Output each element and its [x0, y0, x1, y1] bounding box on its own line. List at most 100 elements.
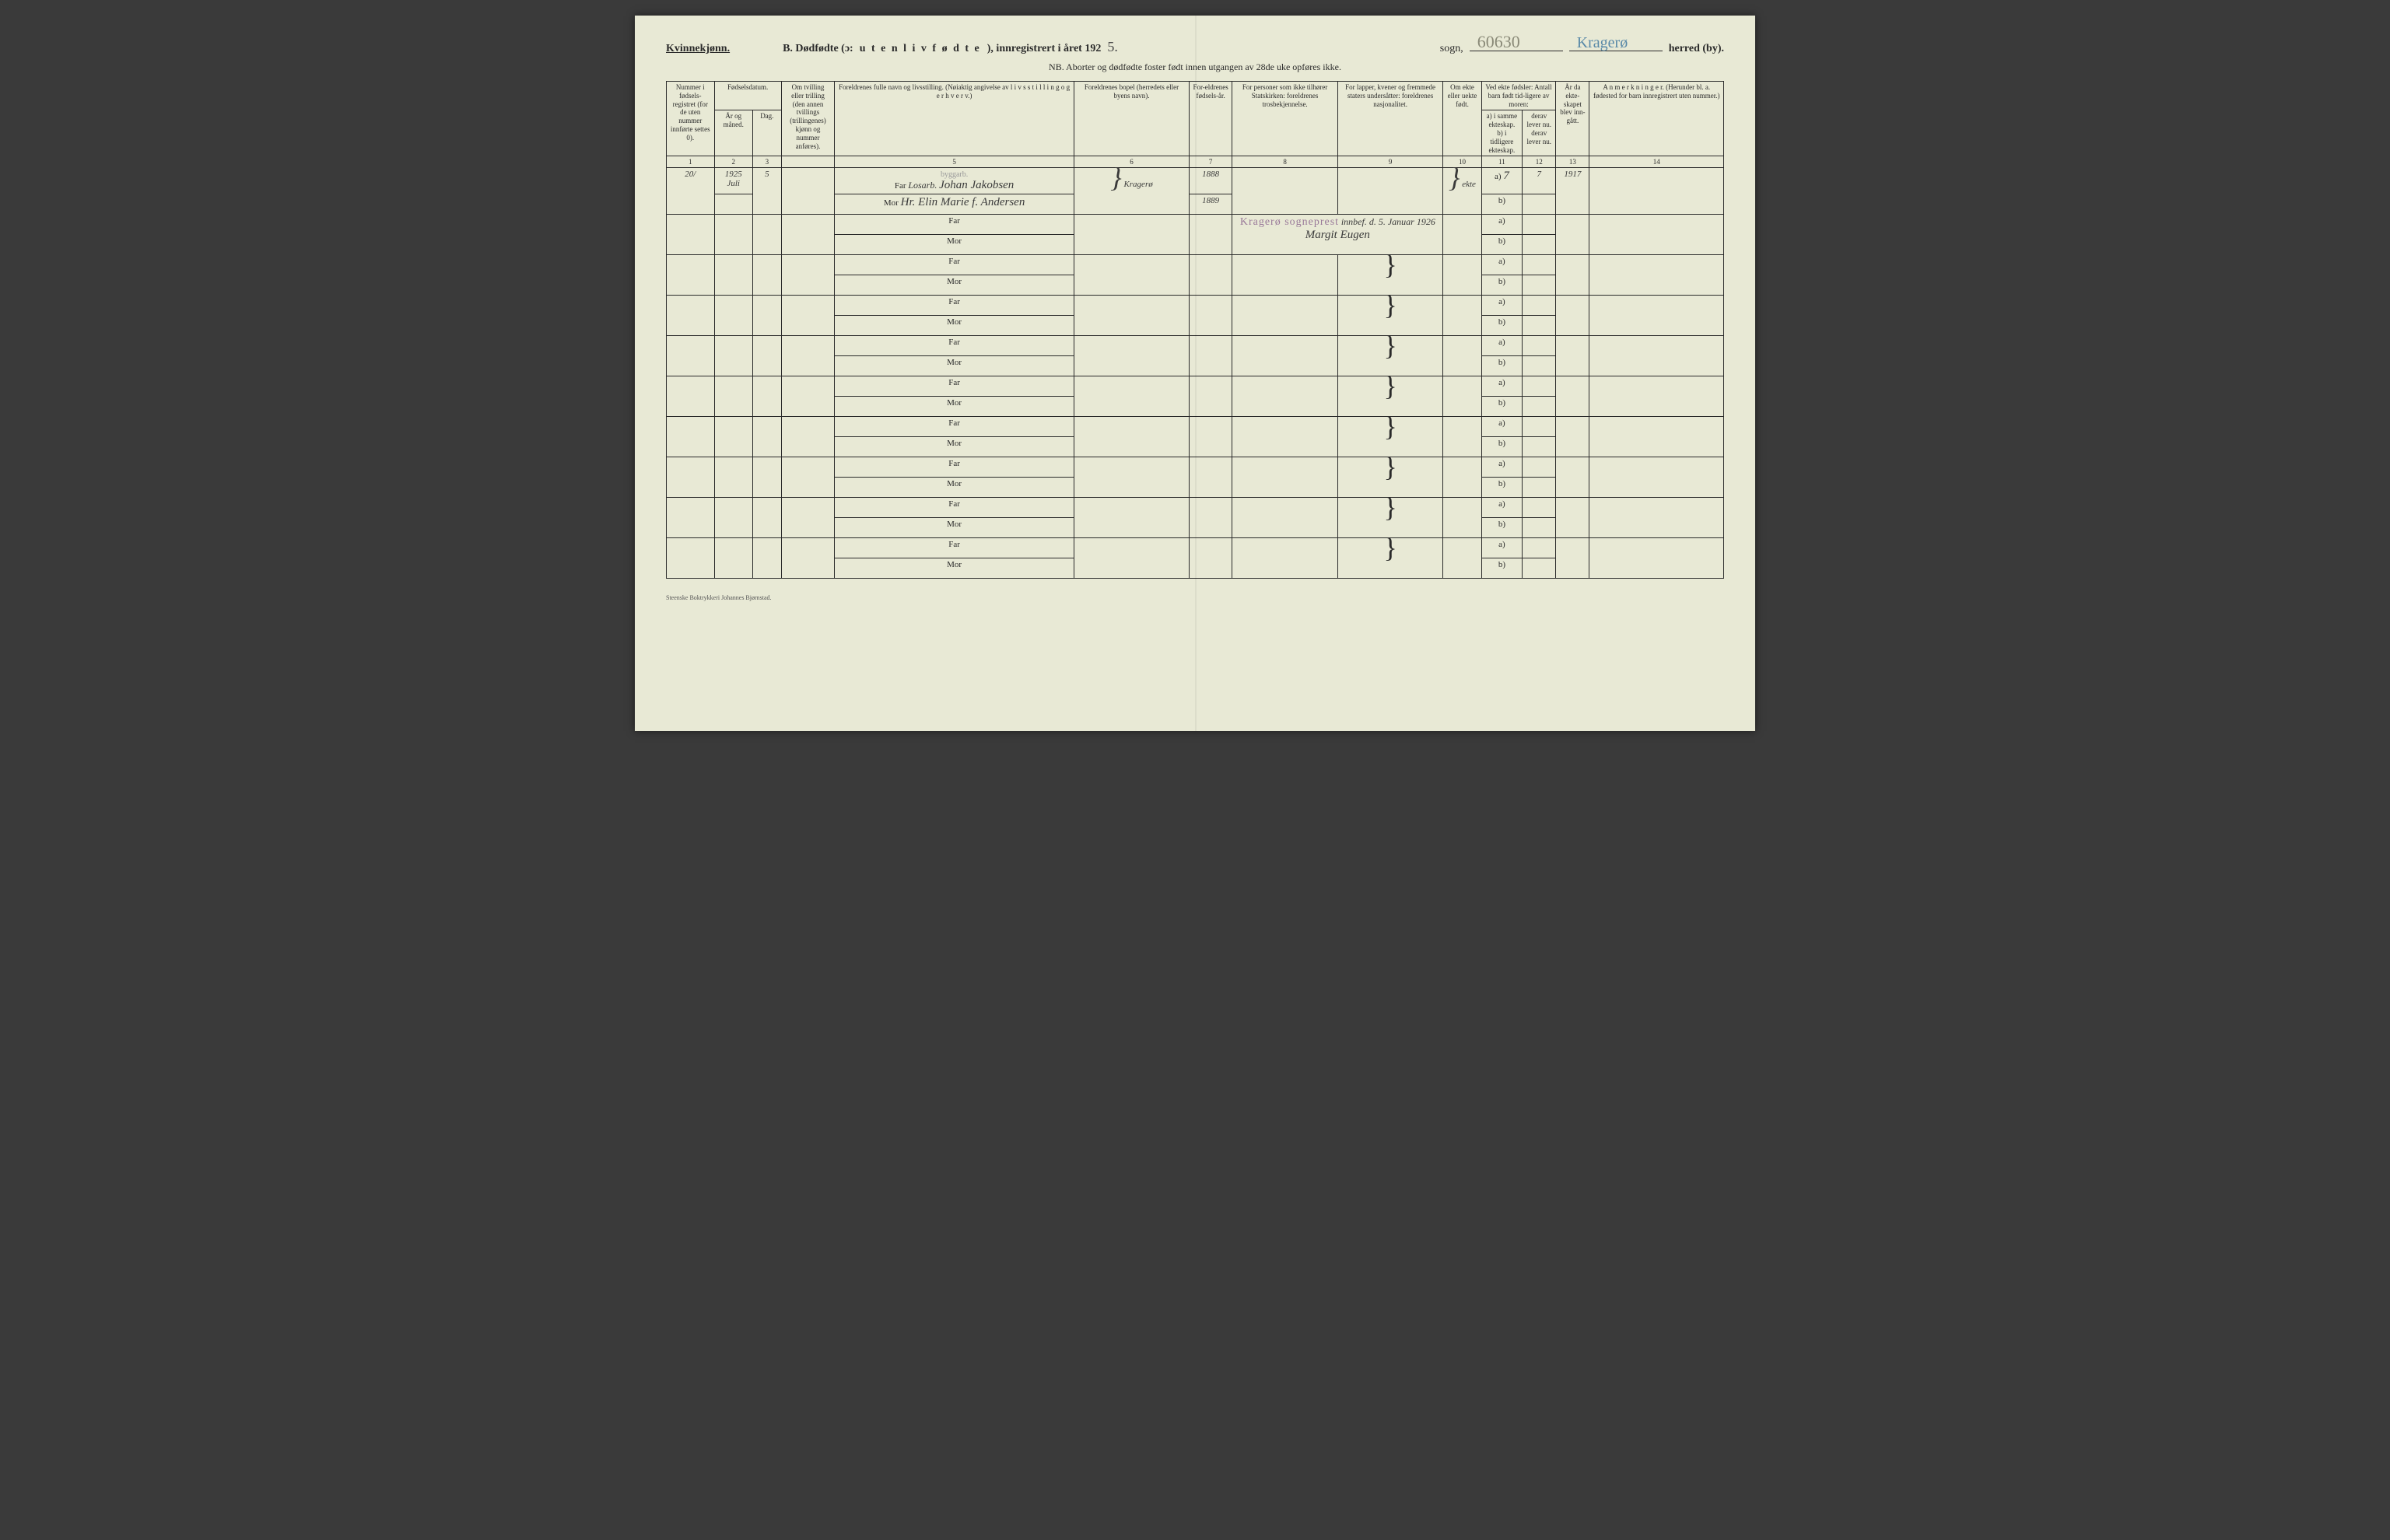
empty-cell [1523, 478, 1556, 498]
empty-cell [714, 457, 752, 498]
cn-12: 12 [1523, 156, 1556, 168]
month-text: Juli [727, 179, 740, 188]
mor-name: Hr. Elin Marie f. Andersen [901, 196, 1025, 208]
empty-cell [781, 376, 834, 417]
herred-label: herred (by). [1669, 43, 1724, 55]
empty-cell [1556, 336, 1589, 376]
col-11a: a) i samme ekteskap. b) i tidligere ekte… [1481, 110, 1523, 156]
b-cell-empty: b) [1481, 275, 1523, 296]
empty-cell [1556, 376, 1589, 417]
empty-cell [714, 336, 752, 376]
empty-cell [1074, 457, 1190, 498]
b-cell-empty: b) [1481, 356, 1523, 376]
col-11a-b: b) i tidligere ekteskap. [1489, 129, 1516, 154]
empty-cell [752, 336, 781, 376]
b-cell: b) [1481, 194, 1523, 215]
col-13: År da ekte-skapet blev inn-gått. [1556, 82, 1589, 156]
bopel: } Kragerø [1074, 168, 1190, 215]
far-label-2: Far [948, 216, 960, 226]
col-2a: År og måned. [714, 110, 752, 156]
empty-cell [752, 538, 781, 579]
empty-cell [1589, 255, 1724, 296]
empty-cell [752, 376, 781, 417]
empty-cell [1523, 558, 1556, 579]
empty-cell [1443, 417, 1481, 457]
mor-cell-empty: Mor [835, 558, 1074, 579]
cn-14: 14 [1589, 156, 1724, 168]
empty-cell [714, 376, 752, 417]
b-cell-2: b) [1481, 235, 1523, 255]
year-text: 1925 [725, 170, 742, 179]
empty-cell [781, 498, 834, 538]
mor-cell-empty: Mor [835, 275, 1074, 296]
b-cell-empty: b) [1481, 437, 1523, 457]
a-cell-empty: a) [1481, 498, 1523, 518]
empty-num [667, 215, 715, 255]
a-live: 7 [1523, 168, 1556, 194]
signature: Margit Eugen [1305, 229, 1370, 241]
entry-year: 1925 Juli [714, 168, 752, 194]
empty-cell [714, 498, 752, 538]
empty-cell [1589, 376, 1724, 417]
cn-6: 6 [1074, 156, 1190, 168]
cn-4 [781, 156, 834, 168]
empty-cell [667, 336, 715, 376]
a-cell-empty: a) [1481, 336, 1523, 356]
empty-cell [1523, 296, 1556, 316]
far-cell-empty: Far [835, 417, 1074, 437]
empty-cell [781, 538, 834, 579]
b-label: b) [1498, 196, 1505, 205]
mor-cell-2: Mor [835, 235, 1074, 255]
b-cell-empty: b) [1481, 478, 1523, 498]
empty-cell [1523, 417, 1556, 437]
cn-8: 8 [1232, 156, 1338, 168]
empty-cell [1232, 296, 1338, 336]
a-cell-empty: a) [1481, 296, 1523, 316]
col-11-top: Ved ekte fødsler: Antall barn født tid-l… [1481, 82, 1556, 110]
empty-cell [1443, 296, 1481, 336]
empty-cell [1589, 457, 1724, 498]
far-cell-empty: Far [835, 498, 1074, 518]
a-cell-empty: a) [1481, 255, 1523, 275]
empty-ym [714, 215, 752, 255]
empty-cell [1523, 397, 1556, 417]
empty-cell [752, 457, 781, 498]
gender-label: Kvinnekjønn. [666, 43, 730, 55]
col-9: For lapper, kvener og fremmede staters u… [1337, 82, 1443, 156]
empty-cell [1232, 457, 1338, 498]
far-cell-2: Far [835, 215, 1074, 235]
empty-bopel [1074, 215, 1190, 255]
empty-cell [1523, 275, 1556, 296]
empty-cell [1443, 255, 1481, 296]
col-11b-a: derav lever nu. [1527, 112, 1552, 128]
empty-cell [1523, 376, 1556, 397]
number-blank: 60630 [1470, 40, 1563, 51]
empty-cell [714, 296, 752, 336]
entry-day: 5 [752, 168, 781, 215]
brace-icon: } [1383, 297, 1397, 314]
empty-cell [1232, 417, 1338, 457]
empty-cell [667, 417, 715, 457]
empty-cell [1443, 538, 1481, 579]
cn-2: 2 [714, 156, 752, 168]
empty-cell [667, 255, 715, 296]
col-1: Nummer i fødsels-registret (for de uten … [667, 82, 715, 156]
cn-9: 9 [1337, 156, 1443, 168]
empty-cell [1232, 336, 1338, 376]
occupation-pencil: byggarb. [941, 170, 968, 179]
empty-cell [1523, 255, 1556, 275]
cn-13: 13 [1556, 156, 1589, 168]
far-cell-empty: Far [835, 336, 1074, 356]
mor-label: Mor [884, 198, 899, 208]
mor-cell-empty: Mor [835, 356, 1074, 376]
empty-cell [667, 296, 715, 336]
empty-cell [1523, 457, 1556, 478]
a-cell-2: a) [1481, 215, 1523, 235]
mor-cell: Mor Hr. Elin Marie f. Andersen [835, 194, 1074, 215]
col-14: A n m e r k n i n g e r. (Herunder bl. a… [1589, 82, 1724, 156]
cn-1: 1 [667, 156, 715, 168]
brace-icon: } [1383, 257, 1397, 274]
b-cell-empty: b) [1481, 397, 1523, 417]
empty-cell [1443, 498, 1481, 538]
empty-cell [1589, 296, 1724, 336]
